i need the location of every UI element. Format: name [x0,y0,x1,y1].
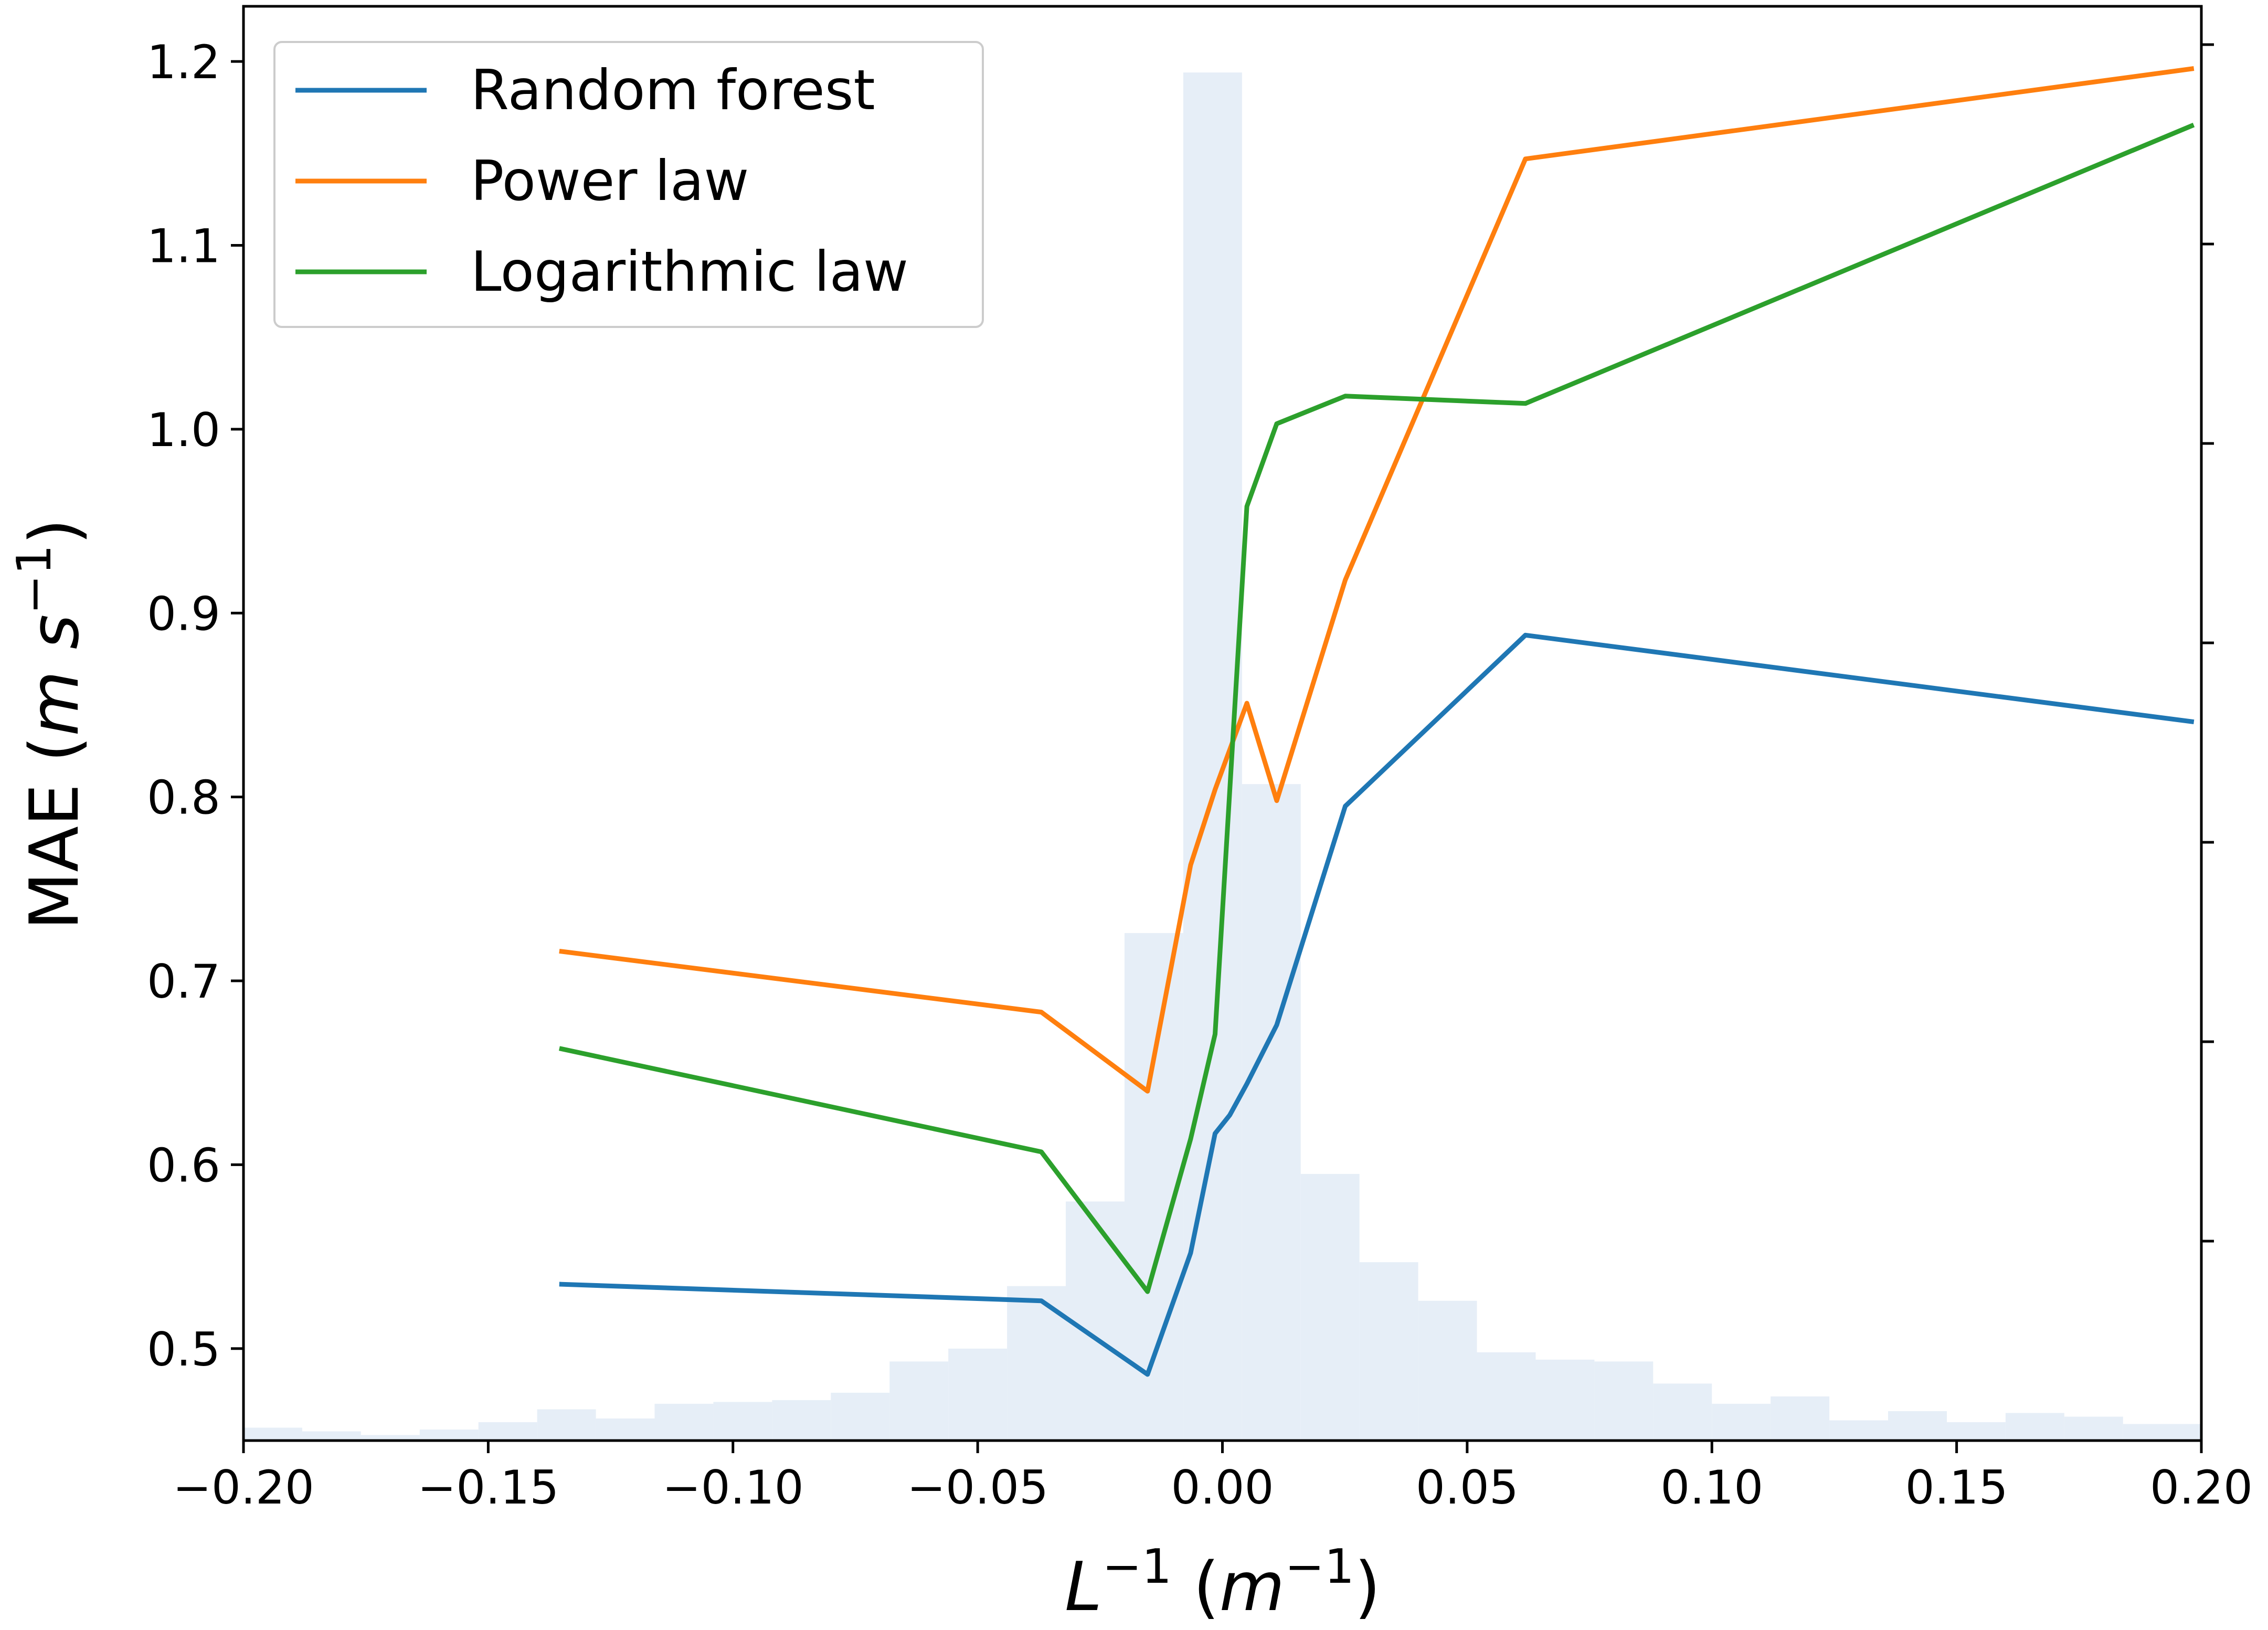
histogram-bar [596,1418,655,1441]
histogram-bar [537,1409,596,1441]
y-tick-label: 1.1 [147,219,220,273]
histogram-bar [772,1400,831,1441]
histogram-bar [1888,1411,1947,1441]
legend-label-random-forest: Random forest [471,58,875,122]
y-axis-label: MAE (m s−1) [7,518,94,930]
y-tick-label: 0.7 [147,955,220,1009]
legend-box [273,41,984,328]
histogram-bar [2123,1424,2201,1441]
histogram-bar [478,1422,537,1441]
histogram-bar [889,1361,949,1441]
histogram-bar [419,1429,479,1441]
histogram-bar [1594,1361,1654,1441]
x-tick-label: 0.20 [2150,1460,2253,1515]
x-tick-label: 0.00 [1171,1460,1274,1515]
histogram-bar [1653,1383,1712,1441]
histogram-bar [713,1402,772,1441]
histogram-bar [1418,1300,1477,1441]
histogram-bar [302,1431,361,1441]
y-tick-label: 0.9 [147,587,220,641]
histogram-bar [1829,1420,1889,1441]
axes: −0.20 −0.15 −0.10 −0.05 0.00 0.05 0.10 0.15 0.20… [147,5,2253,1515]
x-tick-label: −0.05 [907,1460,1048,1515]
legend-label-logarithmic-law: Logarithmic law [471,240,908,304]
x-tick-label: 0.15 [1905,1460,2008,1515]
histogram-bar [1771,1396,1830,1441]
y-tick-label: 0.5 [147,1322,220,1377]
histogram-bar [243,1427,302,1441]
x-tick-label: −0.15 [418,1460,559,1515]
histogram-bar [654,1403,714,1441]
x-tick-label: −0.10 [662,1460,804,1515]
histogram-bar [2005,1413,2064,1441]
histogram-bar [1300,1173,1360,1441]
y-tick-label: 0.6 [147,1138,220,1192]
histogram-bar [1359,1262,1418,1441]
y-tick-label: 0.8 [147,771,220,825]
histogram-bar [361,1435,420,1441]
histogram [243,72,2201,1441]
series-line-logarithmic-law [558,122,2195,1294]
legend-label-power-law: Power law [471,149,749,213]
legend: Random forest Power law Logarithmic law [273,41,984,328]
series-line-random-forest [559,632,2195,1377]
histogram-bar [1066,1201,1125,1441]
y-tick-label: 1.2 [147,35,220,89]
x-tick-label: 0.05 [1416,1460,1519,1515]
histogram-bar [1477,1352,1536,1441]
histogram-bar [831,1392,890,1441]
histogram-bar [1242,784,1301,1441]
x-tick-label: 0.10 [1660,1460,1763,1515]
x-tick-label: −0.20 [173,1460,314,1515]
y-tick-label: 1.0 [147,403,220,457]
series-lines [558,66,2195,1377]
histogram-bar [1712,1403,1771,1441]
x-axis-label: L−1 (m−1) [1065,1539,1381,1627]
histogram-bar [948,1348,1008,1441]
histogram-bar [1946,1422,2006,1441]
histogram-bar [2064,1416,2123,1441]
histogram-bar [1535,1359,1595,1441]
